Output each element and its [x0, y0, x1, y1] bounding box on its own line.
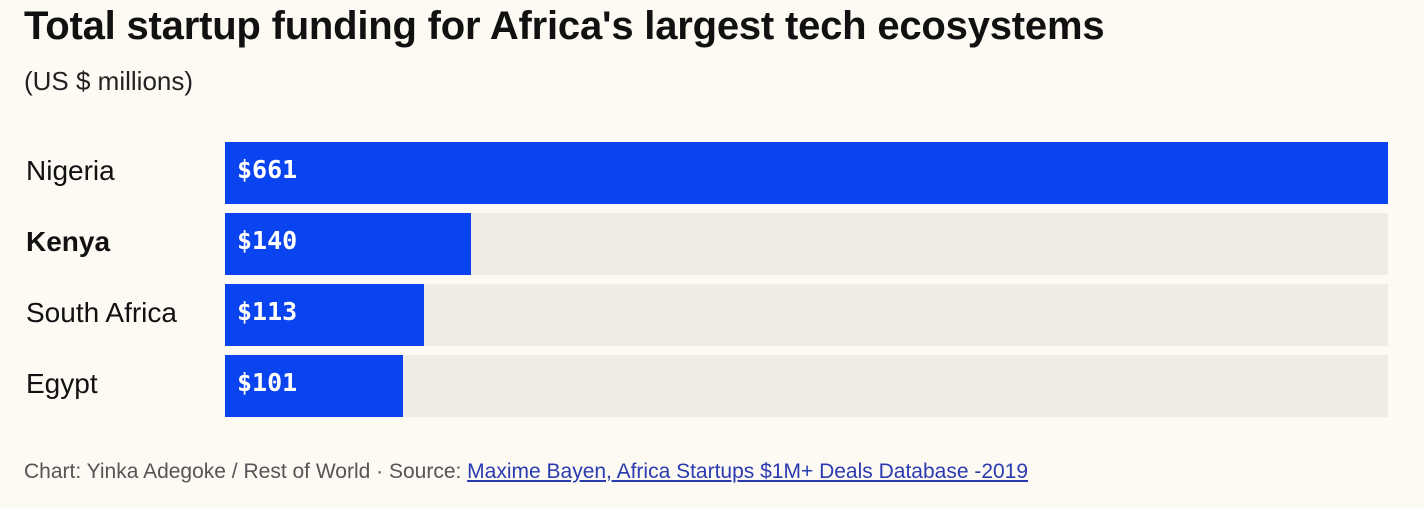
- category-label: Egypt: [26, 368, 98, 399]
- bar-row: South Africa $113: [0, 284, 1424, 346]
- bar-track: $113: [225, 284, 1388, 346]
- chart-subtitle: (US $ millions): [24, 66, 194, 96]
- bar-value-label: $101: [237, 368, 298, 397]
- bar: $661: [225, 142, 1388, 204]
- bar-value-label: $661: [237, 155, 298, 184]
- bar-value-label: $140: [237, 226, 298, 255]
- bar-chart: Nigeria $661 Kenya $140 South Africa $113 Egyp…: [0, 142, 1424, 417]
- bar: $140: [225, 213, 471, 275]
- bar: $113: [225, 284, 424, 346]
- category-label: Kenya: [26, 226, 111, 257]
- bar-value-label: $113: [237, 297, 298, 326]
- bar: $101: [225, 355, 403, 417]
- bar-row: Nigeria $661: [0, 142, 1424, 204]
- chart-footer: Chart: Yinka Adegoke / Rest of World · S…: [24, 460, 1028, 484]
- bar-row: Egypt $101: [0, 355, 1424, 417]
- category-label: Nigeria: [26, 155, 115, 186]
- bar-row: Kenya $140: [0, 213, 1424, 275]
- source-link[interactable]: Maxime Bayen, Africa Startups $1M+ Deals…: [467, 460, 1029, 483]
- credit-text: Chart: Yinka Adegoke / Rest of World · S…: [24, 460, 468, 483]
- bar-track: $101: [225, 355, 1388, 417]
- chart-title: Total startup funding for Africa's large…: [24, 4, 1105, 48]
- bar-track: $140: [225, 213, 1388, 275]
- category-label: South Africa: [26, 297, 177, 328]
- bar-track: $661: [225, 142, 1388, 204]
